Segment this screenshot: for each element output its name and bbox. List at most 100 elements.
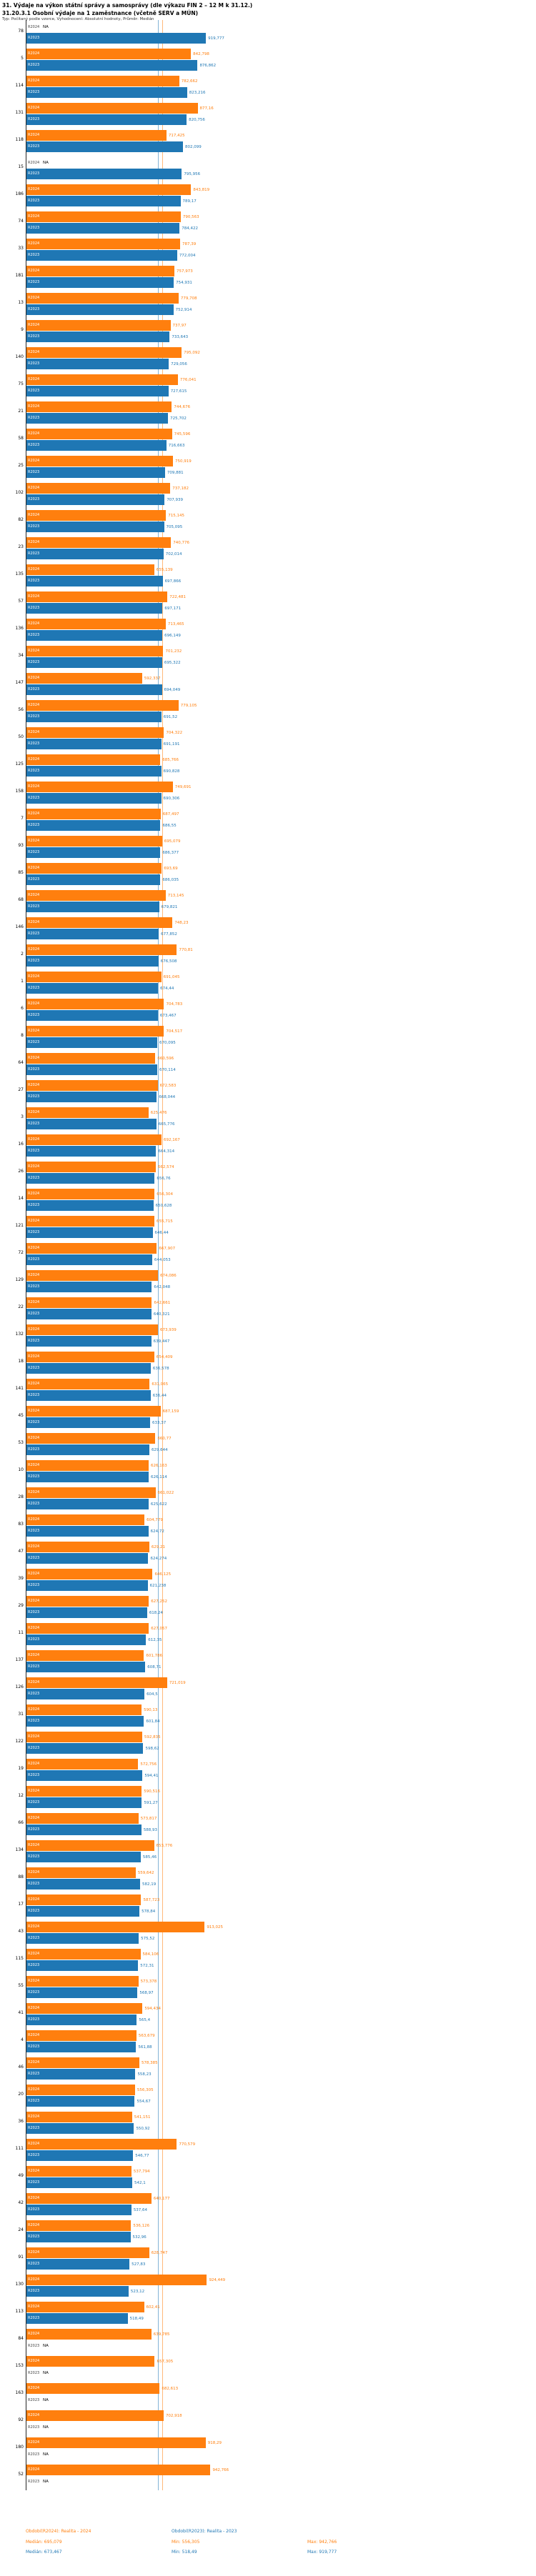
bar-r2023: R2023 [26,1824,142,1835]
category-label: 8 [21,1033,24,1038]
value-label: 594,41 [144,1774,159,1778]
series-label: R2024 [28,1816,40,1820]
value-label: 802,099 [185,145,202,149]
chart-row: 132 R2024 673,939 R2023 639,447 [0,1323,536,1350]
category-label: 186 [15,191,24,196]
value-label: 602,41 [146,2305,160,2310]
bar-r2023: R2023 [26,630,163,641]
bar-r2023: R2023 [26,359,169,369]
category-label: 53 [18,1440,24,1445]
category-label: 135 [15,571,24,576]
chart-row: 39 R2024 646,125 R2023 621,238 [0,1567,536,1594]
bar-r2023: R2023 [26,2096,135,2107]
series-label: R2024 [28,594,40,599]
value-label: 590,13 [144,1708,158,1712]
series-label: R2024 [28,2060,40,2065]
chart-row: 57 R2024 722,481 R2023 697,171 [0,590,536,617]
series-label: R2023 [28,1366,40,1370]
category-label: 125 [15,762,24,767]
bar-r2024: R2024 [26,1976,139,1987]
category-label: 31 [18,1712,24,1717]
value-label: 670,114 [159,1068,176,1072]
bar-r2023: R2023 [26,1689,145,1699]
category-label: 72 [18,1250,24,1255]
value-label: 590,516 [144,1789,160,1794]
value-label: 604,5 [147,1692,158,1697]
bar-r2024: R2024 [26,1433,156,1444]
legend-median-2024: Medián: 695,079 [26,2540,62,2545]
value-label: 629,21 [151,1545,166,1549]
bar-r2024: R2024 [26,1162,156,1172]
chart-row: 181 R2024 757,973 R2023 754,931 [0,264,536,291]
bar-r2024: R2024 [26,1786,142,1797]
category-label: 66 [18,1820,24,1825]
chart-row: 129 R2024 674,086 R2023 642,048 [0,1269,536,1296]
value-label-na: NA [43,2452,49,2457]
series-label: R2024 [28,567,40,571]
series-label: R2024 [28,1246,40,1250]
series-label: R2023 [28,904,40,909]
value-label: 559,642 [137,1871,154,1875]
category-label: 24 [18,2227,24,2232]
value-label: 657,305 [157,2360,174,2364]
value-label: 550,92 [136,2127,150,2131]
series-label: R2024 [28,1354,40,1359]
bar-r2023: R2023 [26,1390,151,1401]
series-label: R2024 [28,1626,40,1630]
bar-r2023: R2023 [26,1363,151,1374]
category-label: 12 [18,1793,24,1798]
category-label: 132 [15,1332,24,1337]
value-label-na: NA [43,2425,49,2430]
chart-row: 131 R2024 877,16 R2023 820,756 [0,101,536,129]
series-label: R2024 [28,2033,40,2037]
series-label: R2024 [28,1897,40,1902]
category-label: 82 [18,517,24,522]
series-label: R2024 [28,1273,40,1277]
category-label: 115 [15,1956,24,1961]
value-label: 644,053 [154,1258,171,1262]
bar-r2024: R2024 [26,1704,142,1715]
series-label: R2023 [28,36,40,40]
series-label: R2024 [28,1517,40,1522]
series-label: R2023 [28,2153,40,2157]
series-label: R2024 [28,2142,40,2146]
legend-min-2023: Min: 518,49 [172,2550,197,2555]
category-label: 39 [18,1576,24,1581]
chart-row: 113 R2024 602,41 R2023 518,49 [0,2300,536,2327]
chart-row: 186 R2024 843,819 R2023 789,17 [0,183,536,210]
value-label: 942,766 [212,2468,229,2472]
series-label: R2024 [28,51,40,56]
category-label: 121 [15,1223,24,1228]
bar-r2024: R2024 [26,2302,144,2312]
value-label: 650,628 [155,1204,172,1208]
series-label: R2024 [28,1110,40,1114]
chart-row: 11 R2024 627,057 R2023 612,35 [0,1622,536,1649]
value-label: 674,086 [160,1274,177,1278]
category-label: 26 [18,1169,24,1174]
bar-r2024: R2024 [26,1379,150,1389]
series-label: R2024 [28,296,40,300]
value-label: 629,644 [151,1448,168,1452]
series-label: R2023 [28,1040,40,1044]
bar-r2024: R2024 [26,1569,153,1579]
category-label: 130 [15,2282,24,2287]
bar-r2023: R2023 [26,2205,131,2215]
legend-header-2023: Období(R2023): Realita - 2023 [172,2529,237,2534]
bar-r2024: R2024 [26,239,181,249]
chart-row: 91 R2024 628,747 R2023 527,83 [0,2246,536,2273]
bar-r2023: R2023 [26,712,162,722]
category-label: 83 [18,1522,24,1527]
series-label: R2023 [28,389,40,393]
series-label: R2023 [28,986,40,990]
value-label: 667,907 [159,1247,176,1251]
series-label: R2023 [28,2316,40,2320]
chart-row: 31 R2024 590,13 R2023 601,84 [0,1703,536,1730]
category-label: 29 [18,1603,24,1608]
value-label: 664,314 [158,1149,175,1154]
series-label: R2023 [28,1882,40,1886]
series-label: R2023 [28,579,40,583]
bar-r2024: R2024 [26,1134,162,1145]
value-label: 740,776 [173,541,190,545]
value-label: 733,643 [172,335,189,339]
